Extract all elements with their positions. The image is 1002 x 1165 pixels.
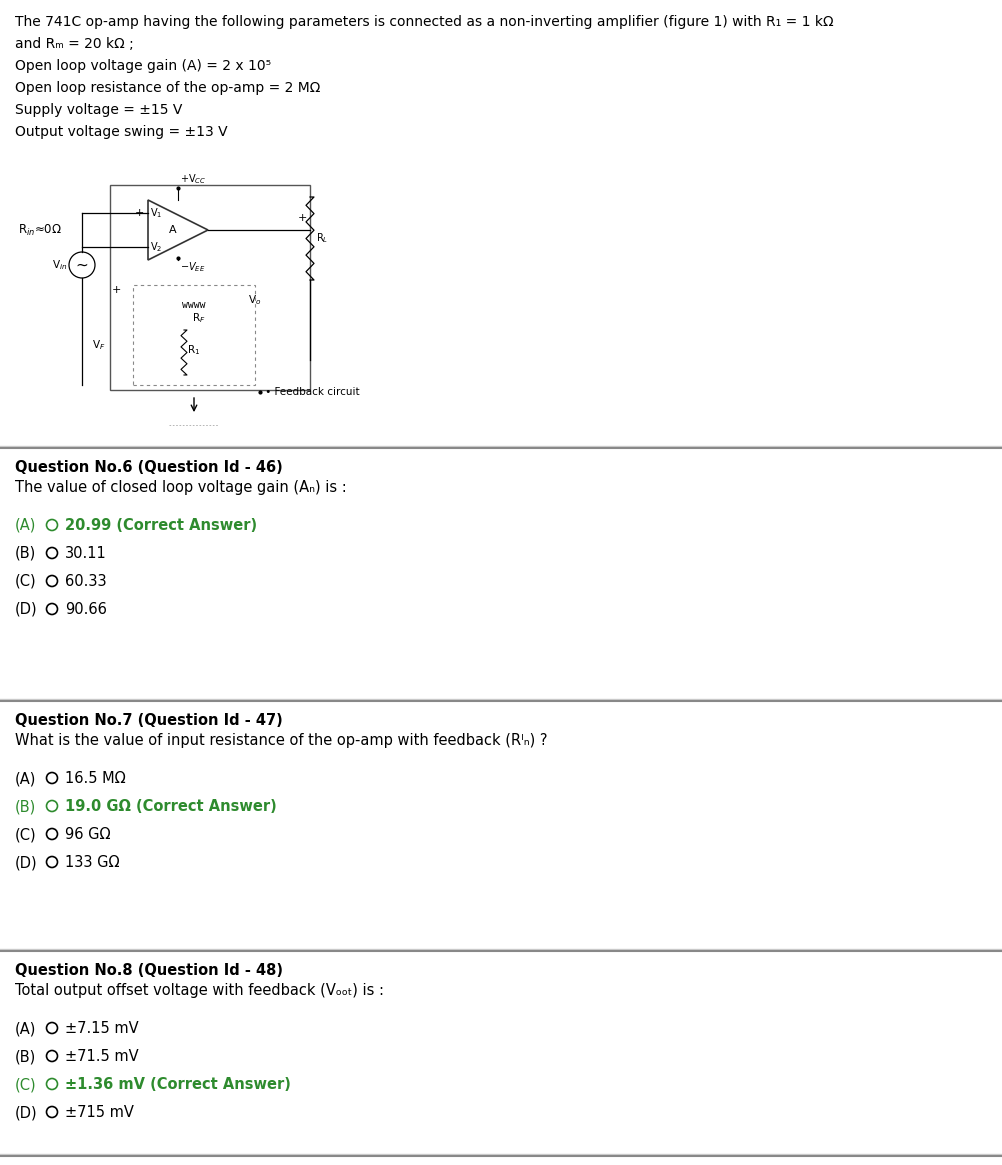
Text: 20.99 (Correct Answer): 20.99 (Correct Answer) [65,518,257,534]
Text: ~: ~ [75,257,88,273]
Text: (C): (C) [15,1076,37,1092]
Text: ±715 mV: ±715 mV [65,1104,133,1120]
Text: 96 GΩ: 96 GΩ [65,827,110,842]
Text: +: + [134,209,144,218]
Text: V$_{in}$: V$_{in}$ [52,259,67,271]
Text: R$_1$: R$_1$ [187,344,200,356]
Text: (C): (C) [15,574,37,589]
Text: wwww: wwww [182,301,205,310]
Text: ±71.5 mV: ±71.5 mV [65,1048,138,1064]
Bar [133,285,255,384]
Text: The 741C op-amp having the following parameters is connected as a non-inverting : The 741C op-amp having the following par… [15,15,833,29]
Text: Question No.7 (Question Id - 47): Question No.7 (Question Id - 47) [15,713,283,728]
Text: The value of closed loop voltage gain (Aₙ) is :: The value of closed loop voltage gain (A… [15,480,347,495]
Text: (A): (A) [15,518,36,534]
Text: ±7.15 mV: ±7.15 mV [65,1021,138,1036]
Text: 19.0 GΩ (Correct Answer): 19.0 GΩ (Correct Answer) [65,799,277,814]
Text: (D): (D) [15,1104,38,1120]
Text: V$_2$: V$_2$ [150,240,162,254]
Text: What is the value of input resistance of the op-amp with feedback (Rᴵₙ) ?: What is the value of input resistance of… [15,733,547,748]
Text: R$_F$: R$_F$ [192,311,205,325]
Text: ±1.36 mV (Correct Answer): ±1.36 mV (Correct Answer) [65,1076,291,1092]
Text: 90.66: 90.66 [65,602,107,617]
Text: V$_o$: V$_o$ [248,294,262,306]
Text: +: + [297,213,307,223]
Text: V$_F$: V$_F$ [91,338,105,352]
Text: Open loop voltage gain (A) = 2 x 10⁵: Open loop voltage gain (A) = 2 x 10⁵ [15,59,271,73]
Text: (B): (B) [15,799,36,814]
Text: (B): (B) [15,546,36,562]
Text: Question No.8 (Question Id - 48): Question No.8 (Question Id - 48) [15,963,283,977]
Text: A: A [169,225,176,235]
Bar [110,185,310,390]
Text: (A): (A) [15,771,36,786]
Text: Open loop resistance of the op-amp = 2 MΩ: Open loop resistance of the op-amp = 2 M… [15,82,320,96]
Text: +V$_{CC}$: +V$_{CC}$ [179,172,206,186]
Text: Output voltage swing = ±13 V: Output voltage swing = ±13 V [15,125,227,139]
Text: V$_1$: V$_1$ [150,206,162,220]
Text: $-V_{EE}$: $-V_{EE}$ [179,260,205,274]
Text: • Feedback circuit: • Feedback circuit [262,387,360,397]
Text: and Rₘ = 20 kΩ ;: and Rₘ = 20 kΩ ; [15,37,133,51]
Text: 60.33: 60.33 [65,574,106,589]
Text: (D): (D) [15,855,38,870]
Text: Total output offset voltage with feedback (Vₒₒₜ) is :: Total output offset voltage with feedbac… [15,983,384,998]
Text: +: + [111,285,120,295]
Text: Supply voltage = ±15 V: Supply voltage = ±15 V [15,103,182,117]
Text: Question No.6 (Question Id - 46): Question No.6 (Question Id - 46) [15,460,283,475]
Text: (C): (C) [15,827,37,842]
Text: (D): (D) [15,602,38,617]
Text: (A): (A) [15,1021,36,1036]
Text: 133 GΩ: 133 GΩ [65,855,119,870]
Text: 30.11: 30.11 [65,546,106,562]
Text: (B): (B) [15,1048,36,1064]
Text: R$_{in}$≈0Ω: R$_{in}$≈0Ω [18,223,62,238]
Text: R$_L$: R$_L$ [316,232,328,246]
Text: 16.5 MΩ: 16.5 MΩ [65,771,125,786]
